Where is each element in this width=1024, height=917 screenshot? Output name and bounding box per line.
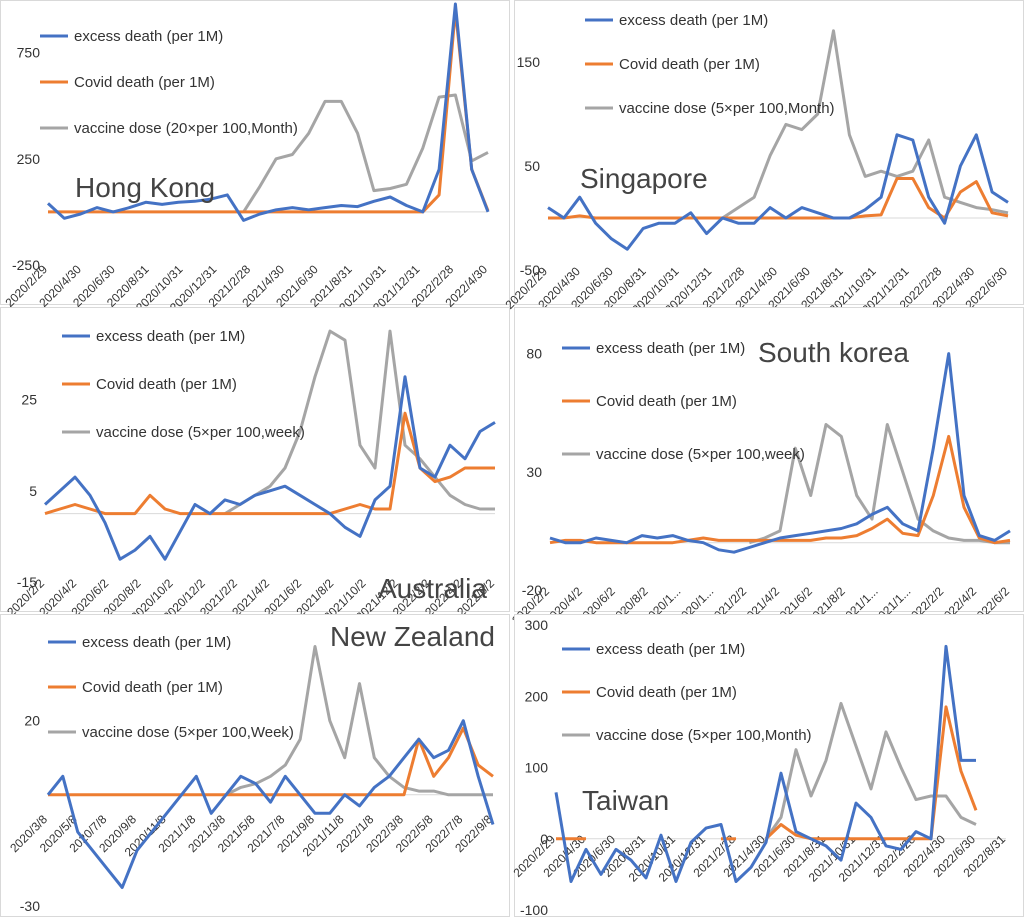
legend-label: excess death (per 1M) xyxy=(96,328,245,345)
legend-label: Covid death (per 1M) xyxy=(82,679,223,696)
panel-border xyxy=(0,307,510,612)
series-line-excess-death xyxy=(46,719,495,889)
y-tick-label: 200 xyxy=(525,688,549,704)
y-tick-label: -100 xyxy=(520,902,548,917)
legend-label: vaccine dose (20×per 100,Month) xyxy=(74,120,298,137)
series-line-vaccine-dose xyxy=(224,329,495,515)
chart-panel-4: 8030-202020/2/22020/4/22020/6/22020/8/22… xyxy=(509,307,1024,627)
y-tick-label: 5 xyxy=(29,483,37,499)
series-line-excess-death xyxy=(46,2,490,222)
chart-title: Taiwan xyxy=(582,785,669,816)
legend-label: excess death (per 1M) xyxy=(82,634,231,651)
series-line-excess-death xyxy=(554,644,976,883)
y-tick-label: 30 xyxy=(526,464,542,480)
panel-border xyxy=(0,614,510,917)
legend-label: excess death (per 1M) xyxy=(596,641,745,658)
y-tick-label: 50 xyxy=(524,158,540,174)
legend-label: vaccine dose (5×per 100,week) xyxy=(96,424,305,441)
legend-label: vaccine dose (5×per 100,Month) xyxy=(619,100,835,117)
series-line-covid-death xyxy=(764,705,978,841)
series-line-excess-death xyxy=(43,375,496,561)
legend-label: vaccine dose (5×per 100,Month) xyxy=(596,727,812,744)
y-tick-label: 0 xyxy=(540,831,548,847)
legend-label: excess death (per 1M) xyxy=(619,12,768,29)
chart-title: Singapore xyxy=(580,163,708,194)
y-tick-label: 150 xyxy=(517,54,541,70)
y-tick-label: -250 xyxy=(12,257,40,273)
legend-label: Covid death (per 1M) xyxy=(74,74,215,91)
chart-panel-1: 750250-2502020/2/292020/4/302020/6/30202… xyxy=(0,0,510,315)
legend-label: vaccine dose (5×per 100,Week) xyxy=(82,724,294,741)
y-tick-label: -30 xyxy=(20,898,40,914)
legend-label: excess death (per 1M) xyxy=(596,340,745,357)
y-tick-label: 300 xyxy=(525,617,549,633)
series-line-excess-death xyxy=(549,352,1011,554)
series-line-covid-death xyxy=(548,177,1009,220)
y-tick-label: 250 xyxy=(17,151,41,167)
y-tick-label: 100 xyxy=(525,760,549,776)
chart-panel-2: 15050-502020/2/292020/4/302020/6/302020/… xyxy=(502,0,1024,317)
y-tick-label: -50 xyxy=(520,262,540,278)
chart-panel-6: 3002001000-1002020/2/292020/4/302020/6/3… xyxy=(510,614,1024,917)
series-line-vaccine-dose xyxy=(764,701,977,840)
y-tick-label: 20 xyxy=(24,713,40,729)
series-line-vaccine-dose xyxy=(748,423,1010,545)
chart-panel-5: 20-302020/3/82020/5/82020/7/82020/9/8202… xyxy=(0,614,510,917)
legend-label: Covid death (per 1M) xyxy=(619,56,760,73)
chart-title: South korea xyxy=(758,337,909,368)
series-line-vaccine-dose xyxy=(225,645,493,797)
panel-border xyxy=(0,0,510,305)
y-tick-label: -20 xyxy=(522,582,542,598)
chart-title: New Zealand xyxy=(330,621,495,652)
y-tick-label: 80 xyxy=(526,346,542,362)
y-tick-label: -15 xyxy=(17,574,37,590)
legend-label: Covid death (per 1M) xyxy=(596,684,737,701)
chart-title: Australia xyxy=(378,573,487,604)
y-tick-label: 750 xyxy=(17,45,41,61)
legend-label: Covid death (per 1M) xyxy=(96,376,237,393)
y-tick-label: 25 xyxy=(21,392,37,408)
panel-border xyxy=(514,307,1024,612)
legend-label: Covid death (per 1M) xyxy=(596,393,737,410)
chart-panel-3: 255-152020/2/22020/4/22020/6/22020/8/220… xyxy=(0,307,510,624)
series-line-vaccine-dose xyxy=(721,29,1009,220)
series-line-excess-death xyxy=(547,133,1009,251)
legend-label: excess death (per 1M) xyxy=(74,28,223,45)
legend-label: vaccine dose (5×per 100,week) xyxy=(596,446,805,463)
chart-title: Hong Kong xyxy=(75,172,215,203)
panel-border xyxy=(514,0,1024,305)
